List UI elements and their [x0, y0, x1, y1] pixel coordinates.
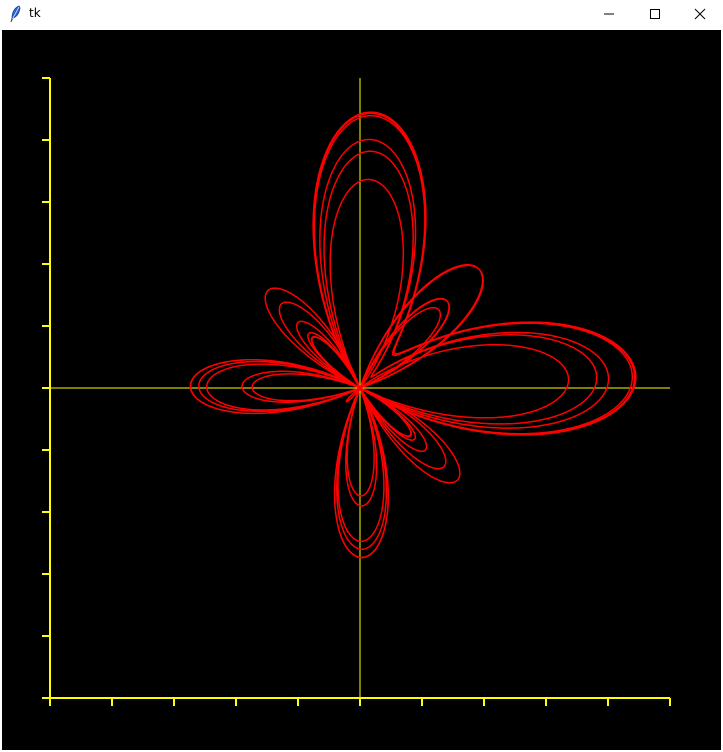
feather-icon [8, 5, 24, 23]
butterfly-curve [189, 111, 637, 559]
title-bar[interactable]: tk [0, 0, 723, 28]
axes [42, 77, 671, 706]
window-title: tk [29, 6, 41, 20]
maximize-icon [649, 5, 661, 24]
close-icon [694, 5, 706, 24]
minimize-button[interactable] [586, 0, 632, 28]
minimize-icon [603, 5, 615, 24]
maximize-button[interactable] [632, 0, 678, 28]
close-button[interactable] [677, 0, 723, 28]
plot-svg [42, 77, 671, 706]
drawing-canvas[interactable] [2, 30, 721, 750]
